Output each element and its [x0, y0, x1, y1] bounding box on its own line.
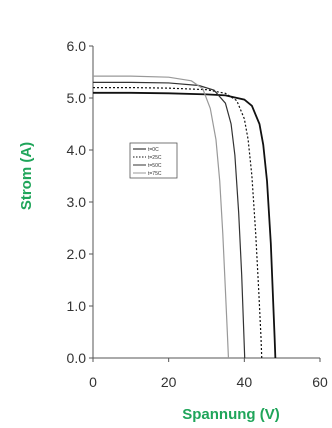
- x-axis-title: Spannung (V): [182, 406, 280, 423]
- x-tick-label: 20: [161, 374, 177, 390]
- y-tick-label: 5.0: [67, 90, 87, 106]
- y-tick-label: 3.0: [67, 194, 87, 210]
- y-tick-label: 4.0: [67, 142, 87, 158]
- x-tick-label: 40: [237, 374, 253, 390]
- series-line-t0c: [93, 91, 277, 359]
- x-tick-label: 60: [312, 374, 328, 390]
- legend-label: t=75C: [148, 171, 162, 177]
- series-line-t25c: [93, 86, 263, 359]
- x-axis-ticks: 0 20 40 60: [89, 358, 328, 390]
- legend: t=0C t=25C t=50C t=75C: [129, 142, 178, 179]
- y-axis-ticks: 0.0 1.0 2.0 3.0 4.0 5.0 6.0: [67, 38, 93, 366]
- y-tick-label: 2.0: [67, 246, 87, 262]
- x-tick-label: 0: [89, 374, 97, 390]
- legend-label: t=50C: [148, 163, 162, 169]
- y-tick-label: 1.0: [67, 298, 87, 314]
- y-axis-title: Strom (A): [18, 142, 35, 210]
- y-tick-label: 6.0: [67, 38, 87, 54]
- legend-label: t=0C: [148, 147, 159, 153]
- series-lines: [93, 75, 277, 359]
- legend-label: t=25C: [148, 155, 162, 161]
- series-line-t75c: [93, 75, 230, 359]
- series-line-t50c: [93, 81, 246, 359]
- y-tick-label: 0.0: [67, 350, 87, 366]
- legend-box: [129, 142, 178, 179]
